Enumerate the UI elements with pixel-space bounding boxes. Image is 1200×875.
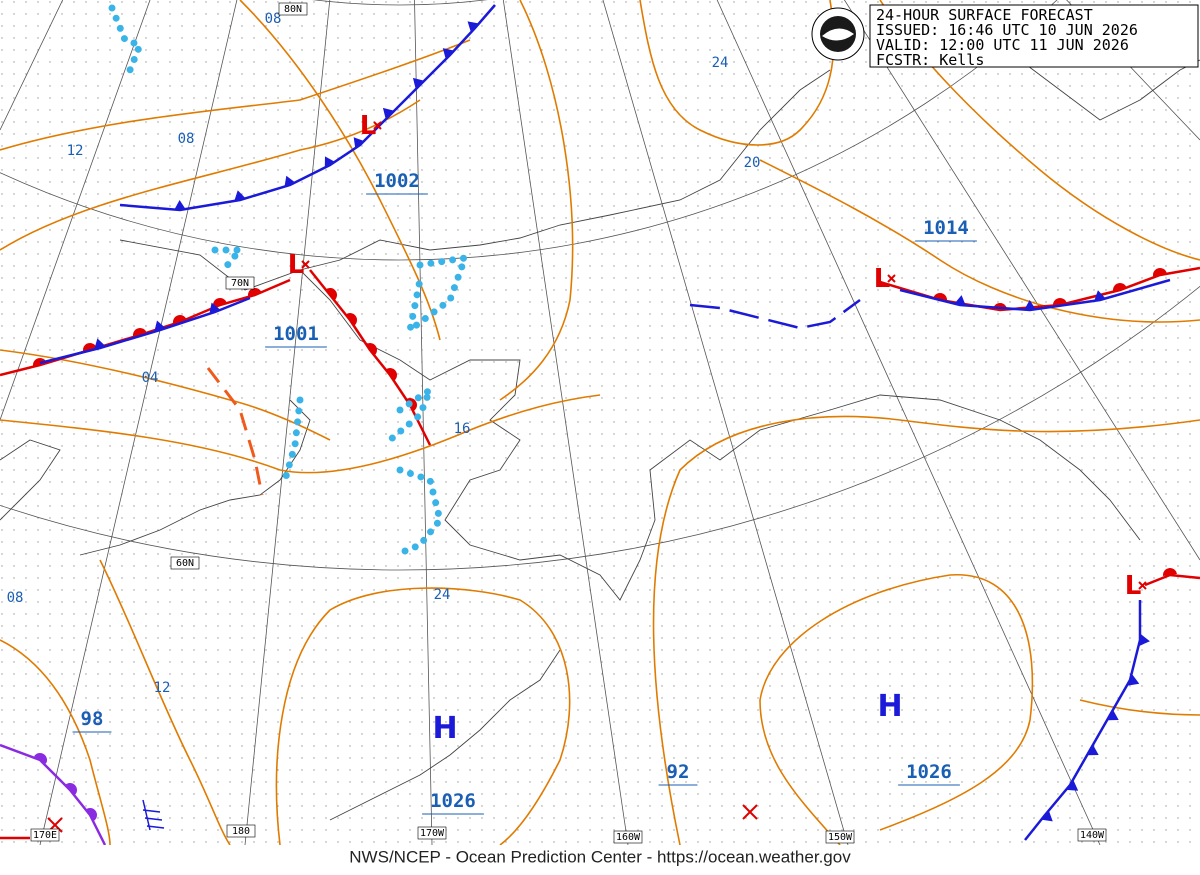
high-center: H (877, 689, 902, 724)
grid-label: 180 (232, 826, 250, 837)
footer: NWS/NCEP - Ocean Prediction Center - htt… (349, 847, 851, 866)
grid-label: 150W (828, 832, 853, 843)
grid-label-box (1077, 828, 1107, 842)
grid-label: 170E (33, 830, 57, 841)
map-background (0, 0, 1200, 845)
low-center: L (288, 250, 305, 280)
pressure-label: 1002 (374, 170, 420, 192)
footer-bg (0, 845, 1200, 875)
isobar-label: 08 (178, 131, 195, 147)
pressure-label: 1001 (273, 323, 319, 345)
grid-label-box (30, 828, 60, 842)
grid-label: 60N (176, 558, 194, 569)
header-line: FCSTR: Kells (876, 51, 984, 69)
isobar-label: 12 (154, 680, 171, 696)
low-marker (373, 121, 382, 130)
grid-label: 140W (1080, 830, 1105, 841)
high-center: H (432, 711, 457, 746)
header-line: ISSUED: 16:46 UTC 10 JUN 2026 (876, 21, 1138, 39)
isobar-label: 20 (744, 155, 761, 171)
low-marker (301, 260, 310, 269)
grid-label-box (417, 826, 447, 840)
grid-label-box (613, 830, 643, 844)
isobar-label: 08 (7, 590, 24, 606)
grid-label-box (170, 556, 200, 570)
low-marker (887, 274, 896, 283)
header (811, 4, 1199, 68)
precipitation (108, 4, 471, 559)
isobar-label: 16 (454, 421, 471, 437)
grid-label: 80N (284, 4, 302, 15)
low-center: L (874, 264, 891, 294)
grid-label: 170W (420, 828, 445, 839)
symbols (47, 799, 758, 833)
grid-label-box (278, 2, 308, 16)
isobar-label: 04 (142, 370, 159, 386)
pressure-label: 1026 (906, 761, 952, 783)
low-center: L (360, 111, 377, 141)
grid-label-box (225, 276, 255, 290)
grid-label-box (226, 824, 256, 838)
pressure-label: 1026 (430, 790, 476, 812)
header-line: 24-HOUR SURFACE FORECAST (876, 6, 1093, 24)
isobar-label: 08 (265, 11, 282, 27)
grid-label: 160W (616, 832, 641, 843)
low-marker (1138, 581, 1147, 590)
grid-label-box (825, 830, 855, 844)
isobar-label: 12 (67, 143, 84, 159)
low-center: L (1125, 571, 1142, 601)
isobar-label: 24 (434, 587, 451, 603)
header-line: VALID: 12:00 UTC 11 JUN 2026 (876, 36, 1129, 54)
pressure-label: 98 (81, 708, 104, 730)
pressure-label: 92 (667, 761, 690, 783)
fronts (0, 4, 1200, 846)
grid-label: 70N (231, 278, 249, 289)
pressure-label: 1014 (923, 217, 969, 239)
isobar-label: 24 (712, 55, 729, 71)
